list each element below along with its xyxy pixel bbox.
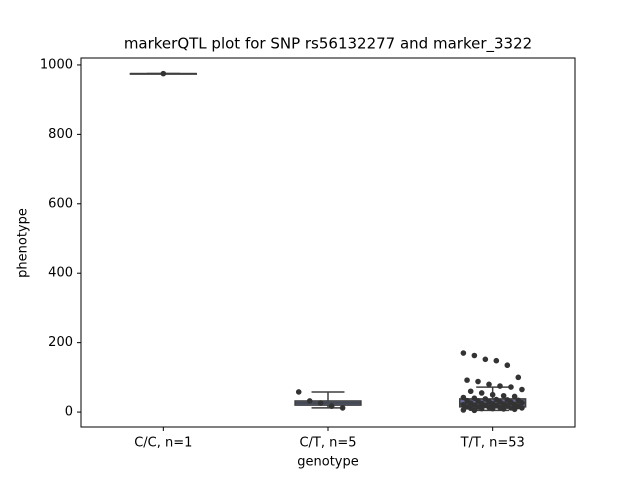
data-point xyxy=(339,405,346,411)
data-point xyxy=(471,407,478,414)
data-point xyxy=(511,393,518,400)
data-point xyxy=(160,70,167,77)
data-point xyxy=(306,398,313,404)
plot-frame xyxy=(80,57,576,428)
data-point xyxy=(464,377,470,383)
y-tick-label: 600 xyxy=(48,196,73,211)
x-tick-label: T/T, n=53 xyxy=(460,436,525,451)
data-point xyxy=(467,388,474,395)
data-point xyxy=(489,391,496,398)
data-point xyxy=(519,386,525,393)
x-axis-label: genotype xyxy=(297,455,358,470)
data-point xyxy=(508,384,514,390)
data-point xyxy=(478,390,485,396)
data-point xyxy=(471,352,478,359)
y-tick-label: 200 xyxy=(48,335,73,350)
data-point xyxy=(497,383,503,389)
x-tick-label: C/C, n=1 xyxy=(134,436,192,451)
data-point xyxy=(317,400,324,406)
data-point xyxy=(500,406,507,412)
data-point xyxy=(478,405,485,412)
data-point xyxy=(504,362,511,369)
y-tick-label: 800 xyxy=(48,127,73,142)
data-point xyxy=(475,378,481,385)
data-point xyxy=(486,381,492,388)
y-tick-label: 0 xyxy=(65,405,73,420)
data-point xyxy=(515,374,522,381)
data-point xyxy=(328,403,335,409)
data-point xyxy=(519,399,525,406)
data-point xyxy=(493,357,500,364)
data-point xyxy=(511,406,518,413)
data-point xyxy=(500,392,507,399)
data-point xyxy=(460,350,467,356)
data-point xyxy=(482,356,489,363)
data-point xyxy=(460,407,467,413)
chart-title: markerQTL plot for SNP rs56132277 and ma… xyxy=(124,35,532,54)
y-tick-label: 400 xyxy=(48,266,73,281)
y-tick-label: 1000 xyxy=(40,57,73,72)
data-point xyxy=(460,394,467,401)
data-point xyxy=(519,405,525,411)
data-point xyxy=(489,405,496,412)
x-tick-label: C/T, n=5 xyxy=(299,436,356,451)
data-point xyxy=(295,389,302,395)
y-axis-label: phenotype xyxy=(16,208,31,278)
